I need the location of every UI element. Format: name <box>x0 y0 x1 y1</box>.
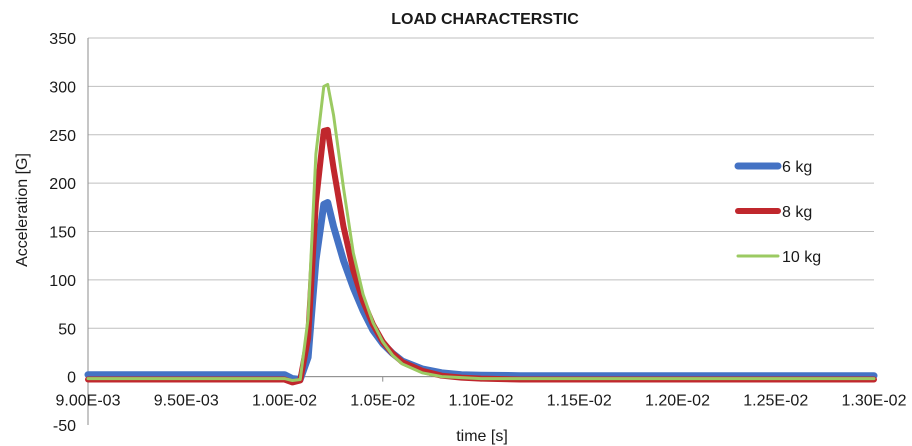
y-tick-label: 350 <box>49 31 76 48</box>
legend: 6 kg 8 kg 10 kg <box>734 159 821 266</box>
x-axis-title: time [s] <box>456 428 508 445</box>
legend-label: 10 kg <box>782 249 821 266</box>
x-tick-label: 1.15E-02 <box>547 393 612 410</box>
x-tick-label: 1.05E-02 <box>350 393 415 410</box>
chart-title: LOAD CHARACTERSTIC <box>391 11 579 28</box>
series-line-10-kg <box>86 82 876 382</box>
gridlines <box>87 37 874 425</box>
x-axis-ticks: 9.00E-03 9.50E-03 1.00E-02 1.05E-02 1.10E-02… <box>56 376 907 410</box>
y-tick-label: 50 <box>58 321 76 338</box>
x-tick-label: 9.00E-03 <box>56 393 121 410</box>
legend-label: 8 kg <box>782 204 812 221</box>
x-tick-label: 1.25E-02 <box>743 393 808 410</box>
y-tick-label: 100 <box>49 273 76 290</box>
series-lines <box>84 82 878 386</box>
series-line-6-kg <box>84 199 878 383</box>
y-tick-label: 0 <box>67 370 76 387</box>
x-tick-label: 1.20E-02 <box>645 393 710 410</box>
y-tick-label: -50 <box>53 418 76 435</box>
y-tick-label: 200 <box>49 176 76 193</box>
x-tick-label: 1.10E-02 <box>449 393 514 410</box>
y-tick-label: 300 <box>49 79 76 96</box>
y-tick-label: 150 <box>49 225 76 242</box>
y-axis-title: Acceleration [G] <box>14 153 31 267</box>
x-tick-label: 1.30E-02 <box>842 393 907 410</box>
x-tick-label: 1.00E-02 <box>252 393 317 410</box>
y-tick-label: 250 <box>49 128 76 145</box>
y-axis-ticks: -50 0 50 100 150 200 250 300 350 <box>49 31 76 435</box>
x-tick-label: 9.50E-03 <box>154 393 219 410</box>
legend-label: 6 kg <box>782 159 812 176</box>
